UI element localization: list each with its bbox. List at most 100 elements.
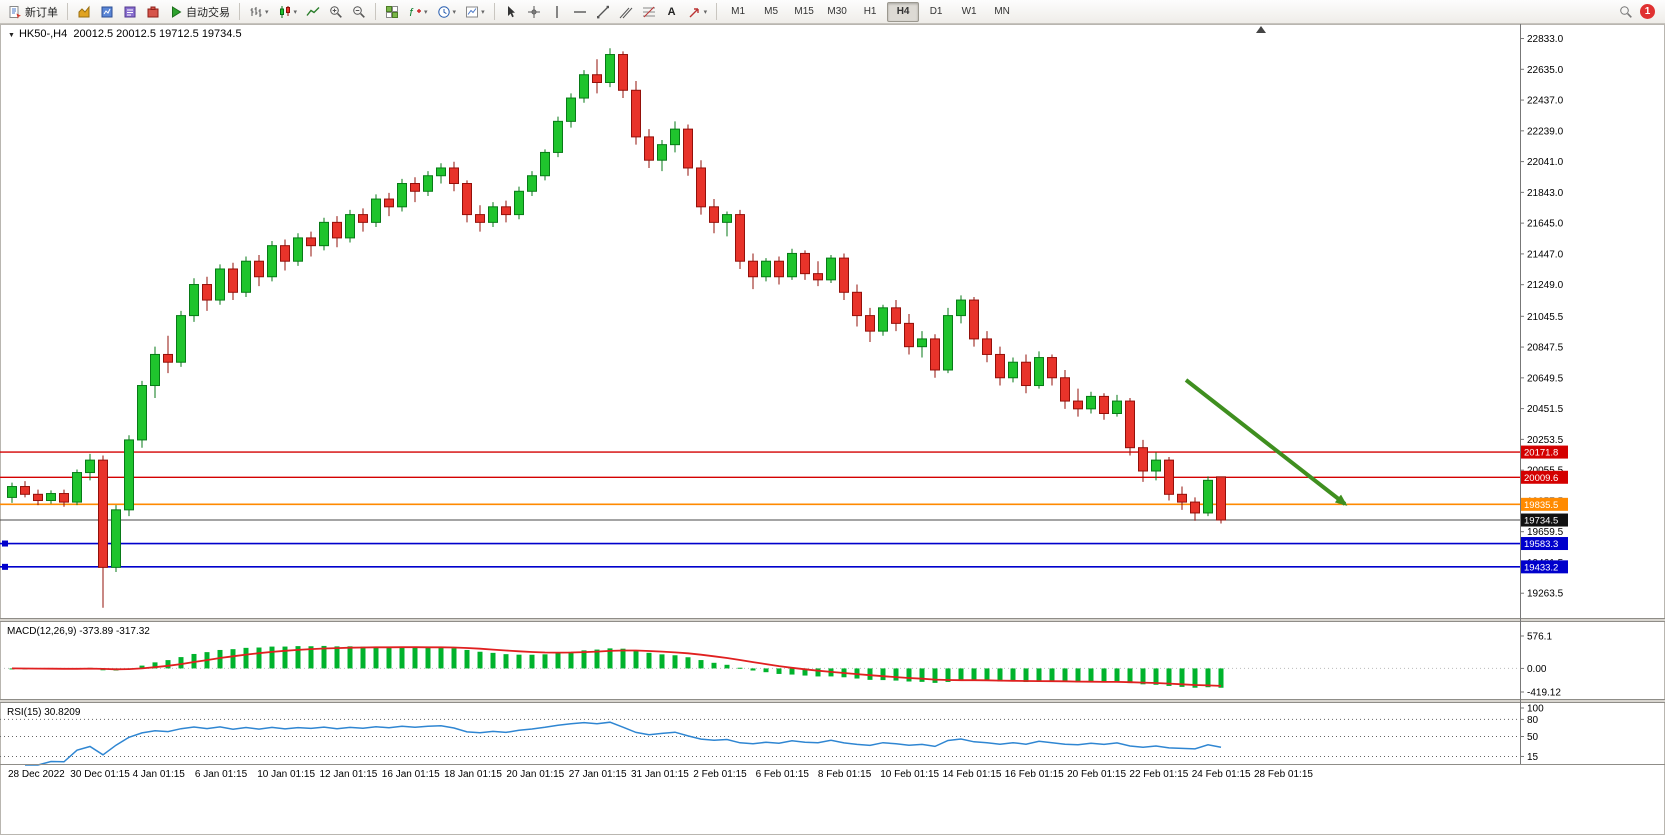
price-tag-label: 20009.6 xyxy=(1524,473,1558,484)
indicator-level-lines xyxy=(0,667,1520,757)
timeframe-H1[interactable]: H1 xyxy=(863,6,877,17)
zoom-in-button[interactable] xyxy=(325,2,347,22)
crosshair-tool-button[interactable] xyxy=(523,2,545,22)
data-window-icon xyxy=(124,6,136,17)
chart-canvas[interactable]: 22833.0 22635.0 22437.0 22239.0 22041.0 21843… xyxy=(0,24,1665,835)
arrows-tool-button[interactable]: ▾ xyxy=(684,2,712,22)
macd-histogram xyxy=(9,645,1224,688)
profiles-icon xyxy=(101,6,113,17)
time-tick-label: 6 Feb 01:15 xyxy=(756,769,810,780)
line-handle[interactable] xyxy=(2,540,8,547)
toolbar-separator xyxy=(375,3,377,20)
candlestick-chart-button[interactable]: ▾ xyxy=(274,2,302,22)
algo-trading-icon xyxy=(172,5,182,18)
trend-arrow-annotation[interactable] xyxy=(1184,378,1348,506)
timeframe-D1[interactable]: D1 xyxy=(929,6,943,17)
chart-shift-marker[interactable] xyxy=(1256,26,1266,33)
price-tick-label: 20649.5 xyxy=(1527,373,1564,384)
dropdown-caret: ▾ xyxy=(452,8,457,16)
period-menu-button[interactable]: ▾ xyxy=(433,2,461,22)
line-chart-icon xyxy=(306,6,320,16)
toolbar-separator xyxy=(716,3,718,20)
time-tick-label: 28 Feb 01:15 xyxy=(1254,769,1313,780)
price-tag xyxy=(1521,470,1568,484)
timeframe-M30[interactable]: M30 xyxy=(827,6,847,17)
timeframe-MN[interactable]: MN xyxy=(994,6,1010,17)
price-tick-label: 21045.5 xyxy=(1527,312,1564,323)
timeframe-H4[interactable]: H4 xyxy=(887,1,920,22)
fibonacci-tool-button[interactable] xyxy=(638,2,660,22)
toolbar-separator xyxy=(67,3,68,20)
zoom-out-button[interactable] xyxy=(348,2,370,22)
trendline-tool-button[interactable] xyxy=(592,2,614,22)
trendline-icon xyxy=(596,5,609,18)
dropdown-caret: ▾ xyxy=(293,8,298,16)
line-handle[interactable] xyxy=(2,563,8,570)
svg-text:f: f xyxy=(410,7,414,19)
text-tool-button[interactable]: A xyxy=(661,2,683,22)
dropdown-caret: ▾ xyxy=(481,8,485,16)
candlestick-chart-icon xyxy=(279,5,290,18)
timeframe-M1[interactable]: M1 xyxy=(731,6,746,17)
chart-window: ▼ HK50-,H4 20012.5 20012.5 19712.5 19734.… xyxy=(0,24,1665,835)
time-axis[interactable]: 28 Dec 2022 30 Dec 01:15 4 Jan 01:15 6 Jan … xyxy=(8,769,1313,780)
price-tag-label: 20171.8 xyxy=(1524,448,1558,459)
time-tick-label: 22 Feb 01:15 xyxy=(1129,769,1188,780)
price-tick-label: 21843.0 xyxy=(1527,188,1564,199)
time-tick-label: 20 Feb 01:15 xyxy=(1067,769,1126,780)
bar-chart-button[interactable]: ▾ xyxy=(245,2,273,22)
new-order-button[interactable]: 新订单 xyxy=(4,2,62,22)
price-tag xyxy=(1521,560,1568,574)
rsi-tick-label: 15 xyxy=(1527,752,1539,763)
timeframe-M5[interactable]: M5 xyxy=(764,6,779,17)
time-tick-label: 8 Feb 01:15 xyxy=(818,769,872,780)
price-tick-label: 22635.0 xyxy=(1527,65,1564,76)
time-tick-label: 6 Jan 01:15 xyxy=(195,769,248,780)
price-tick-label: 22041.0 xyxy=(1527,157,1564,168)
algo-trading-button[interactable]: 自动交易 xyxy=(165,2,234,22)
dropdown-caret: ▾ xyxy=(703,8,708,16)
dropdown-caret: ▾ xyxy=(424,8,428,16)
template-button[interactable]: ▾ xyxy=(461,2,489,22)
price-tick-label: 19659.5 xyxy=(1527,527,1564,538)
time-tick-label: 28 Dec 2022 xyxy=(8,769,65,780)
vertical-line-tool-button[interactable] xyxy=(546,2,568,22)
search-button[interactable] xyxy=(1615,2,1637,22)
pane-divider[interactable] xyxy=(0,699,1665,703)
time-tick-label: 24 Feb 01:15 xyxy=(1192,769,1251,780)
timeframe-W1[interactable]: W1 xyxy=(961,6,977,17)
line-chart-button[interactable] xyxy=(302,2,324,22)
time-tick-label: 2 Feb 01:15 xyxy=(693,769,747,780)
pane-divider[interactable] xyxy=(0,618,1665,622)
equidistant-channel-tool-button[interactable] xyxy=(615,2,637,22)
price-tick-label: 20253.5 xyxy=(1527,435,1564,446)
algo-trading-label: 自动交易 xyxy=(186,6,230,19)
macd-tick-label: 0.00 xyxy=(1527,664,1547,675)
price-tick-label: 20451.5 xyxy=(1527,404,1564,415)
horizontal-line-tool-button[interactable] xyxy=(569,2,591,22)
timeframe-M15[interactable]: M15 xyxy=(794,6,814,17)
time-tick-label: 30 Dec 01:15 xyxy=(70,769,130,780)
profiles-button[interactable] xyxy=(96,2,118,22)
indicators-icon: f xyxy=(410,7,422,19)
search-icon xyxy=(1620,5,1632,18)
zoom-in-icon xyxy=(330,5,342,18)
time-tick-label: 16 Jan 01:15 xyxy=(382,769,440,780)
horizontal-price-lines[interactable] xyxy=(0,451,1520,570)
cursor-tool-button[interactable] xyxy=(500,2,522,22)
toolbox-button[interactable] xyxy=(142,2,164,22)
new-chart-button[interactable] xyxy=(73,2,95,22)
data-window-button[interactable] xyxy=(119,2,141,22)
tile-windows-button[interactable] xyxy=(381,2,403,22)
rsi-tick-label: 100 xyxy=(1527,704,1544,715)
notification-badge[interactable]: 1 xyxy=(1640,4,1655,19)
price-tick-label: 19263.5 xyxy=(1527,589,1564,600)
price-tag-label: 19433.2 xyxy=(1524,562,1558,573)
toolbox-icon xyxy=(147,6,159,17)
price-tag xyxy=(1521,537,1568,551)
price-axis[interactable]: 22833.0 22635.0 22437.0 22239.0 22041.0 21843… xyxy=(1520,24,1568,764)
price-tick-label: 22833.0 xyxy=(1527,34,1564,45)
time-tick-label: 18 Jan 01:15 xyxy=(444,769,502,780)
price-tag-label: 19583.3 xyxy=(1524,539,1558,550)
indicators-button[interactable]: f ▾ xyxy=(404,2,432,22)
